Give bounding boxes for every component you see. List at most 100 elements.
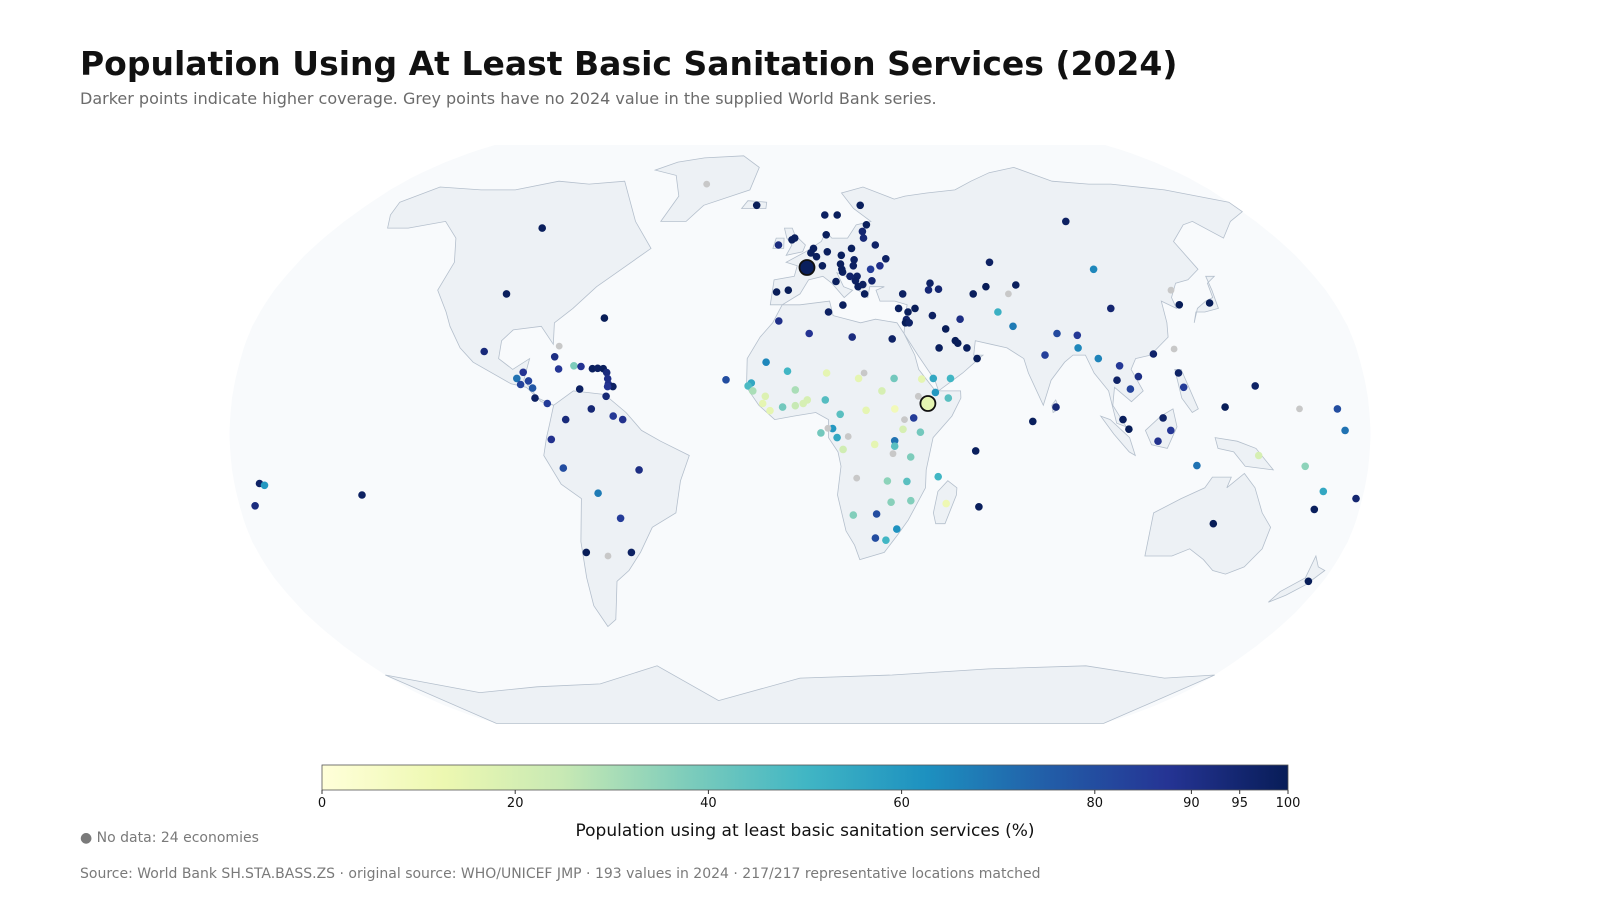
no-data-point xyxy=(853,474,861,482)
data-point xyxy=(890,374,898,383)
data-point xyxy=(821,211,829,219)
no-data-point xyxy=(1167,286,1175,294)
data-point xyxy=(775,317,783,325)
data-point xyxy=(1012,281,1020,289)
data-point xyxy=(822,369,831,377)
data-point xyxy=(1333,405,1342,413)
data-point xyxy=(1254,451,1263,460)
data-point xyxy=(858,227,867,236)
map-area xyxy=(229,145,1371,724)
data-point xyxy=(888,335,896,343)
data-point xyxy=(905,319,913,327)
data-point xyxy=(846,272,854,281)
data-point xyxy=(924,286,933,294)
data-point xyxy=(847,244,856,253)
data-point xyxy=(866,265,875,274)
data-point xyxy=(823,248,832,256)
data-point xyxy=(1029,417,1037,426)
no-data-note: ● No data: 24 economies xyxy=(80,830,259,846)
data-point xyxy=(593,364,602,373)
data-point xyxy=(944,394,953,402)
data-point xyxy=(1009,322,1017,331)
data-point xyxy=(887,498,895,507)
data-point xyxy=(603,382,612,391)
data-point xyxy=(744,382,752,390)
colorbar-tick-label: 100 xyxy=(1276,796,1301,811)
data-point xyxy=(790,234,799,242)
data-point xyxy=(577,362,585,371)
data-point xyxy=(627,548,636,557)
land-south-america xyxy=(543,390,690,628)
chart-subtitle: Darker points indicate higher coverage. … xyxy=(80,89,937,108)
data-point xyxy=(883,477,892,485)
data-point xyxy=(722,376,730,384)
data-point xyxy=(878,387,886,395)
data-point xyxy=(803,396,812,404)
land-philippines xyxy=(1174,369,1199,414)
highlighted-point xyxy=(919,395,937,412)
data-point xyxy=(907,496,915,505)
data-point xyxy=(1074,344,1082,352)
colorbar-tick-label: 40 xyxy=(700,796,717,811)
data-point xyxy=(762,358,770,367)
data-point xyxy=(821,396,830,404)
data-point xyxy=(791,386,800,394)
data-point xyxy=(1310,505,1319,514)
data-point xyxy=(554,365,563,373)
data-point xyxy=(954,339,962,348)
data-point xyxy=(1094,354,1103,363)
data-point xyxy=(1115,362,1124,370)
data-point xyxy=(931,388,940,397)
data-point xyxy=(975,503,983,511)
data-point xyxy=(805,329,813,338)
colorbar: 0 20 40 60 80 90 95 100 Population using at lea… xyxy=(318,764,1301,841)
data-point xyxy=(890,442,899,451)
data-point xyxy=(833,211,841,219)
data-point xyxy=(926,279,934,288)
data-point xyxy=(1251,382,1259,390)
colorbar-tick-label: 90 xyxy=(1183,796,1200,811)
data-point xyxy=(260,481,269,490)
data-point xyxy=(559,464,568,472)
source-note: Source: World Bank SH.STA.BASS.ZS · orig… xyxy=(80,866,1041,882)
data-point xyxy=(358,491,366,499)
data-point xyxy=(1174,369,1183,377)
data-point xyxy=(758,399,767,408)
land-africa xyxy=(746,300,962,561)
data-point xyxy=(882,254,890,263)
data-point xyxy=(524,377,533,385)
no-data-point xyxy=(901,416,908,423)
colorbar-tick-label: 0 xyxy=(318,796,326,811)
data-point xyxy=(784,286,793,295)
data-point xyxy=(602,368,611,377)
data-point xyxy=(899,425,907,434)
data-point xyxy=(1154,437,1162,446)
data-point xyxy=(1113,376,1121,385)
chart-title: Population Using At Least Basic Sanitati… xyxy=(80,44,1178,83)
no-data-point xyxy=(1170,345,1178,353)
data-point xyxy=(862,221,871,229)
no-data-point xyxy=(1296,405,1303,413)
data-point xyxy=(1062,217,1070,226)
data-point xyxy=(502,290,511,298)
data-point xyxy=(982,282,990,291)
data-point xyxy=(812,252,821,261)
data-point xyxy=(528,384,537,392)
data-point xyxy=(1125,425,1133,434)
data-point xyxy=(1053,329,1061,338)
no-data-point xyxy=(824,424,832,432)
land-greenland xyxy=(653,155,760,222)
data-point xyxy=(963,344,971,352)
data-point xyxy=(1221,403,1229,411)
points-layer xyxy=(251,180,1360,586)
data-point xyxy=(587,405,596,413)
data-point xyxy=(859,280,867,289)
data-point xyxy=(839,445,847,454)
data-point xyxy=(911,304,919,313)
data-point xyxy=(749,387,757,395)
data-point xyxy=(1205,299,1214,307)
data-point xyxy=(531,394,539,402)
data-point xyxy=(561,415,570,424)
land-eurasia xyxy=(769,166,1243,428)
data-point xyxy=(934,285,943,294)
